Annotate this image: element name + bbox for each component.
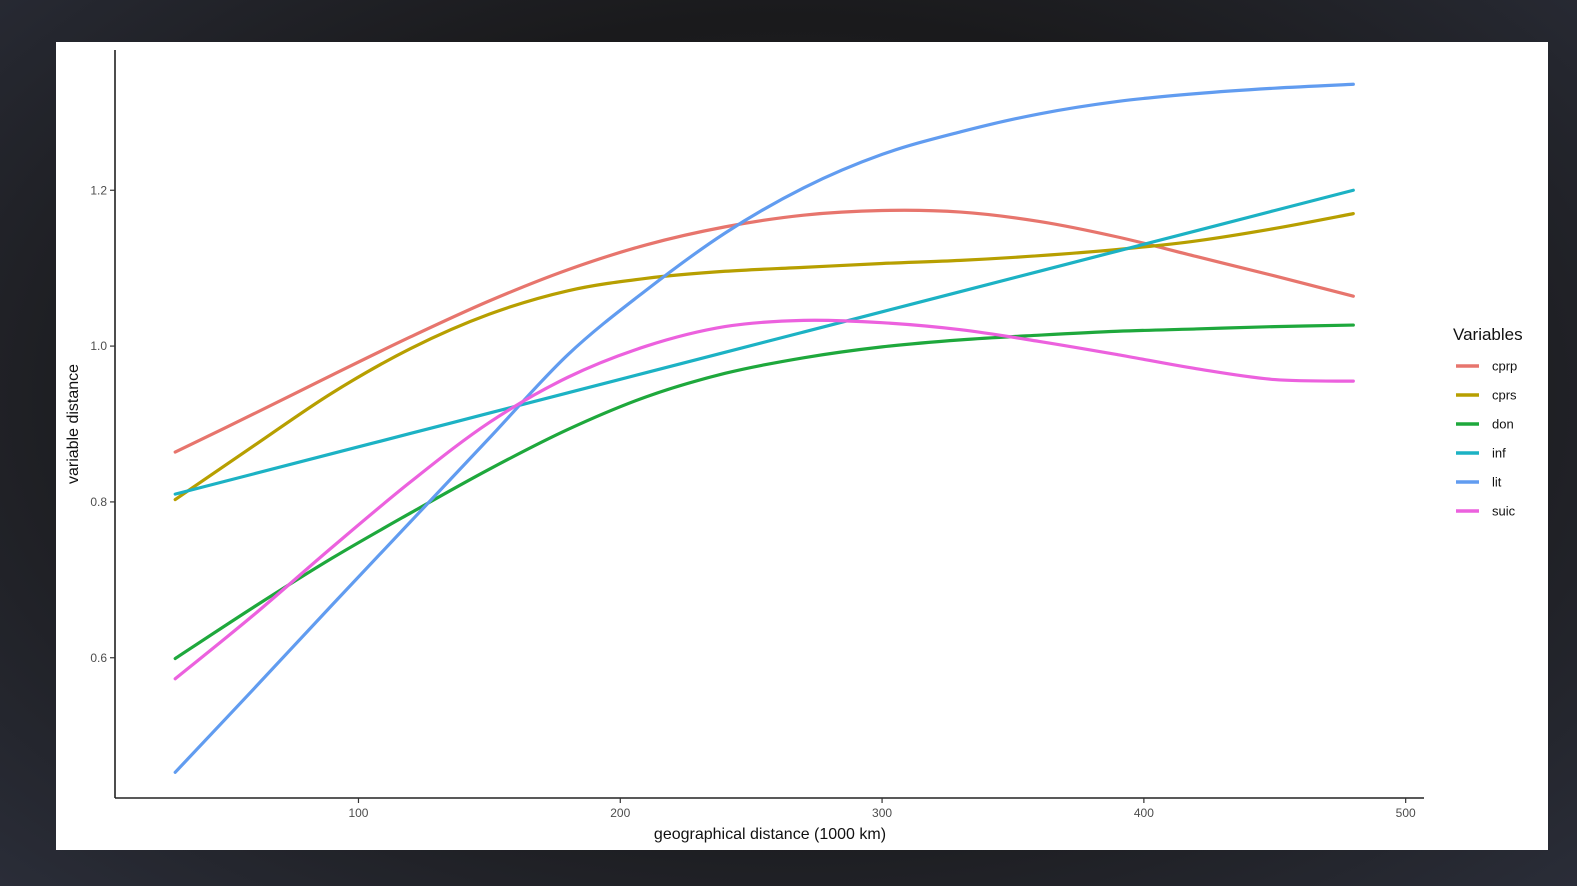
x-tick-label: 400	[1134, 806, 1154, 820]
legend-label-lit: lit	[1492, 475, 1502, 490]
legend-label-cprs: cprs	[1492, 388, 1517, 403]
series-line-inf	[173, 188, 1355, 496]
series-line-suic	[173, 318, 1355, 681]
x-tick-label: 100	[348, 806, 368, 820]
legend-label-don: don	[1492, 417, 1514, 432]
legend-label-cprp: cprp	[1492, 359, 1517, 374]
series-line-lit	[173, 82, 1355, 774]
x-axis-ticks: 100 200 300 400 500	[348, 798, 1416, 820]
x-tick-label: 200	[610, 806, 630, 820]
legend: Variables cprp cprs don inf lit suic	[1453, 325, 1523, 519]
line-chart: 0.6 0.8 1.0 1.2 100 200 300 400 500 geographica…	[65, 50, 1523, 843]
legend-title: Variables	[1453, 325, 1523, 344]
x-axis-title: geographical distance (1000 km)	[654, 826, 886, 843]
legend-label-suic: suic	[1492, 504, 1516, 519]
legend-label-inf: inf	[1492, 446, 1506, 461]
x-tick-label: 500	[1396, 806, 1416, 820]
plot-lines	[173, 82, 1355, 774]
y-axis-ticks: 0.6 0.8 1.0 1.2	[90, 183, 115, 665]
y-tick-label: 0.6	[90, 651, 107, 665]
x-tick-label: 300	[872, 806, 892, 820]
y-tick-label: 0.8	[90, 495, 107, 509]
series-line-cprp	[173, 208, 1355, 454]
y-tick-label: 1.2	[90, 183, 107, 197]
series-line-don	[173, 323, 1355, 661]
y-axis-title: variable distance	[65, 364, 82, 484]
legend-items: cprp cprs don inf lit suic	[1456, 359, 1517, 519]
series-line-cprs	[173, 212, 1355, 502]
y-tick-label: 1.0	[90, 339, 107, 353]
chart-panel: 0.6 0.8 1.0 1.2 100 200 300 400 500 geographica…	[56, 42, 1548, 850]
